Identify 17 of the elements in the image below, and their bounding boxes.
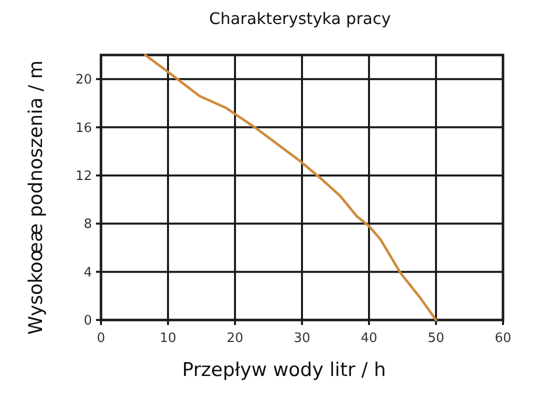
y-tick-label: 4 [84,265,92,280]
x-tick-label: 50 [428,331,444,346]
y-tick-label: 16 [75,120,92,136]
x-tick-label: 0 [96,331,106,346]
y-tick-label: 20 [75,72,92,88]
x-tick-label: 20 [226,331,244,346]
x-tick-label: 10 [160,331,176,346]
y-tick-label: 12 [75,169,92,184]
x-tick-label: 30 [294,331,310,346]
y-tick-label: 0 [84,314,92,329]
x-tick-label: 60 [494,331,512,346]
line-series [144,54,438,322]
x-axis-title: Przepływ wody litr / h [182,359,386,381]
x-tick-label: 40 [360,331,378,346]
y-tick-label: 8 [84,217,92,232]
chart-title: Charakterystyka pracy [209,9,391,28]
y-axis-title: Wysokoœæ podnoszenia / m [25,60,47,335]
